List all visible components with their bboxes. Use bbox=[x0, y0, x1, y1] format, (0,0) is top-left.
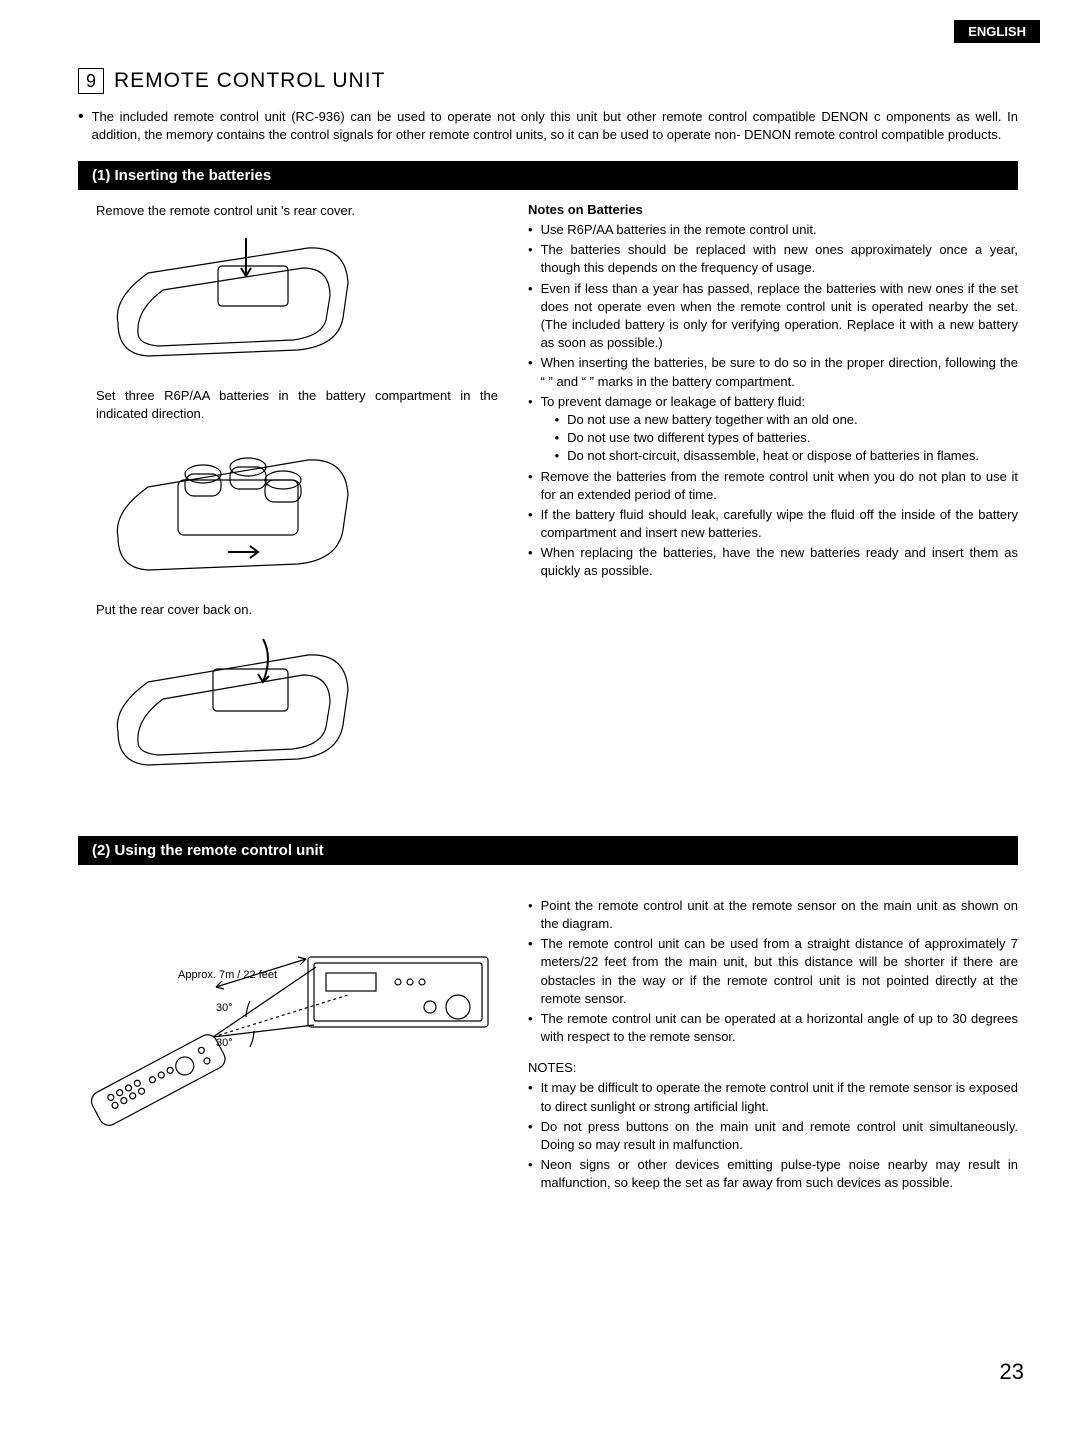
notes-on-batteries-title: Notes on Batteries bbox=[528, 202, 1018, 217]
section1-left: Remove the remote control unit 's rear c… bbox=[78, 202, 498, 796]
sub-note-item: Do not use two different types of batter… bbox=[555, 429, 1018, 447]
usage-item: The remote control unit can be used from… bbox=[528, 935, 1018, 1008]
page-number: 23 bbox=[1000, 1359, 1024, 1385]
note-item: If the battery fluid should leak, carefu… bbox=[528, 506, 1018, 542]
angle-label-1: 30° bbox=[216, 1002, 233, 1014]
step3-text: Put the rear cover back on. bbox=[96, 601, 498, 619]
subheader-1: (1) Inserting the batteries bbox=[78, 161, 1018, 190]
section-title: 9 REMOTE CONTROL UNIT bbox=[78, 68, 1018, 94]
page-content: 9 REMOTE CONTROL UNIT • The included rem… bbox=[0, 0, 1080, 1194]
intro-text: The included remote control unit (RC-936… bbox=[92, 108, 1018, 143]
step1-text: Remove the remote control unit 's rear c… bbox=[96, 202, 498, 220]
section2-left: Approx. 7m / 22 feet 30° 30° bbox=[78, 877, 498, 1195]
step2-text: Set three R6P/AA batteries in the batter… bbox=[96, 387, 498, 423]
battery-insert-illustration bbox=[108, 432, 498, 587]
usage-notes: It may be difficult to operate the remot… bbox=[528, 1079, 1018, 1192]
note-item: The batteries should be replaced with ne… bbox=[528, 241, 1018, 277]
angle-label-2: 30° bbox=[216, 1037, 233, 1049]
bullet-dot: • bbox=[78, 108, 84, 143]
note-item: To prevent damage or leakage of battery … bbox=[528, 393, 1018, 466]
usage-note-item: Do not press buttons on the main unit an… bbox=[528, 1118, 1018, 1154]
sub-note-item: Do not use a new battery together with a… bbox=[555, 411, 1018, 429]
section2-columns: Approx. 7m / 22 feet 30° 30° Point the r… bbox=[78, 877, 1018, 1195]
section2-right: Point the remote control unit at the rem… bbox=[528, 877, 1018, 1195]
usage-item: The remote control unit can be operated … bbox=[528, 1010, 1018, 1046]
sub-note-item: Do not short-circuit, disassemble, heat … bbox=[555, 447, 1018, 465]
note-item: Remove the batteries from the remote con… bbox=[528, 468, 1018, 504]
note-item: Use R6P/AA batteries in the remote contr… bbox=[528, 221, 1018, 239]
usage-note-item: It may be difficult to operate the remot… bbox=[528, 1079, 1018, 1115]
section-label: REMOTE CONTROL UNIT bbox=[114, 69, 385, 93]
note-item: When replacing the batteries, have the n… bbox=[528, 544, 1018, 580]
battery-sub-notes: Do not use a new battery together with a… bbox=[555, 411, 1018, 466]
usage-item: Point the remote control unit at the rem… bbox=[528, 897, 1018, 933]
remote-cover-open-illustration bbox=[108, 228, 498, 373]
section-number-box: 9 bbox=[78, 68, 104, 94]
note-item: When inserting the batteries, be sure to… bbox=[528, 354, 1018, 390]
language-tab: ENGLISH bbox=[954, 20, 1040, 43]
battery-notes-list: Use R6P/AA batteries in the remote contr… bbox=[528, 221, 1018, 581]
remote-cover-close-illustration bbox=[108, 627, 498, 782]
subheader-2: (2) Using the remote control unit bbox=[78, 836, 1018, 865]
note-item: Even if less than a year has passed, rep… bbox=[528, 280, 1018, 353]
distance-label: Approx. 7m / 22 feet bbox=[178, 969, 277, 981]
section1-right: Notes on Batteries Use R6P/AA batteries … bbox=[528, 202, 1018, 796]
remote-usage-diagram: Approx. 7m / 22 feet 30° 30° bbox=[78, 897, 498, 1167]
section1-columns: Remove the remote control unit 's rear c… bbox=[78, 202, 1018, 796]
notes-label: NOTES: bbox=[528, 1060, 1018, 1075]
usage-note-item: Neon signs or other devices emitting pul… bbox=[528, 1156, 1018, 1192]
usage-bullets: Point the remote control unit at the rem… bbox=[528, 897, 1018, 1047]
intro-bullet: • The included remote control unit (RC-9… bbox=[78, 108, 1018, 143]
